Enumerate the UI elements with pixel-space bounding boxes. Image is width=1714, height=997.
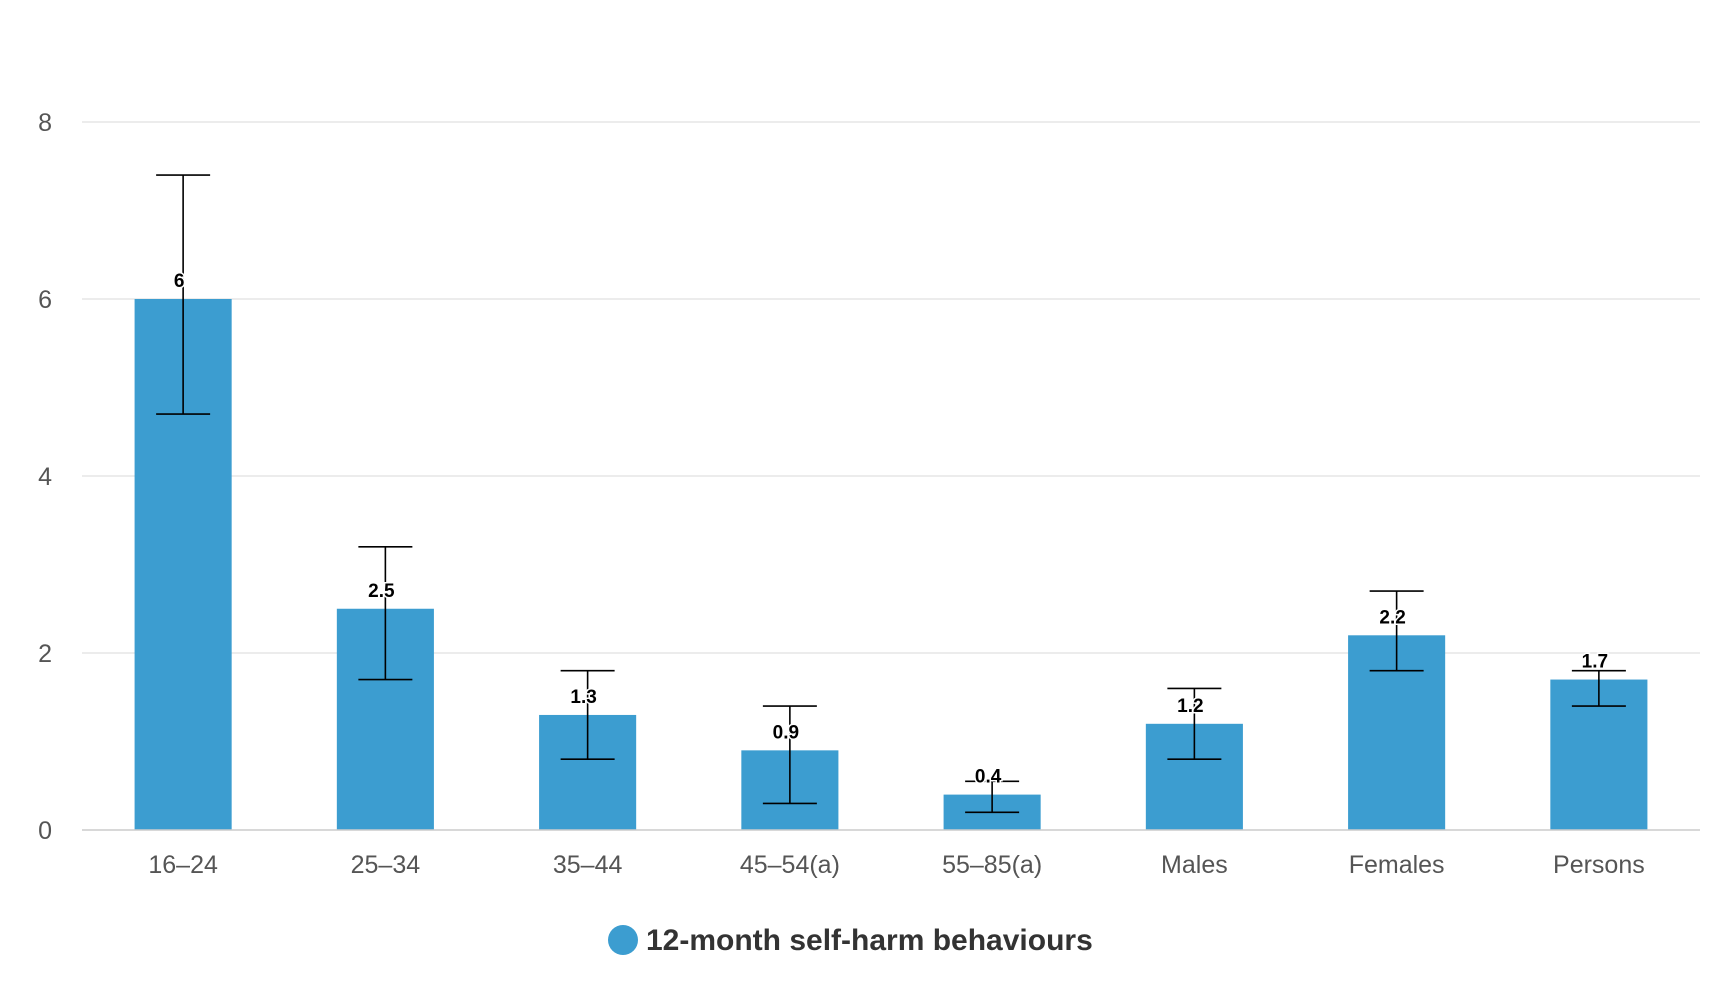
x-tick-label: 35–44 [553,851,623,879]
error-bar [156,174,211,415]
x-tick-label: 45–54(a) [740,851,840,879]
y-tick-label: 6 [38,286,52,314]
legend[interactable]: 12-month self-harm behaviours [608,924,1093,957]
data-label: 1.7 [1582,652,1608,673]
data-labels-layer: 6 2.5 1.3 0.9 0.4 1.2 2.2 1.7 [172,270,1609,790]
grid-layer [82,121,1700,654]
x-tick-label: 25–34 [351,851,421,879]
data-label: 0.4 [975,767,1002,788]
legend-label[interactable]: 12-month self-harm behaviours [646,924,1093,957]
legend-marker[interactable] [608,925,638,955]
data-label: 6 [174,271,185,292]
error-bar [1167,687,1222,761]
error-bar [762,705,817,805]
y-tick-label: 8 [38,109,52,137]
error-bars-layer [156,174,1626,814]
x-tick-label: 16–24 [148,851,218,879]
x-axis-ticks: 16–24 25–34 35–44 45–54(a) 55–85(a) Males Fema… [148,851,1644,879]
data-label: 2.2 [1379,607,1405,628]
x-tick-label: Males [1161,851,1228,879]
y-tick-label: 2 [38,640,52,668]
data-label: 1.3 [570,687,596,708]
x-tick-label: Persons [1553,851,1645,879]
data-label: 0.9 [773,722,799,743]
y-tick-label: 4 [38,463,52,491]
error-bar [965,780,1020,814]
x-tick-label: 55–85(a) [942,851,1042,879]
error-bar [1571,669,1626,707]
error-bar [358,545,413,681]
y-tick-label: 0 [38,817,52,845]
bars-layer [134,299,1648,830]
y-axis-ticks: 0 2 4 6 8 [38,109,52,845]
data-label: 2.5 [368,581,395,602]
data-label: 1.2 [1177,696,1203,717]
error-bar [1369,590,1424,672]
error-bar [560,669,615,761]
x-tick-label: Females [1349,851,1445,879]
